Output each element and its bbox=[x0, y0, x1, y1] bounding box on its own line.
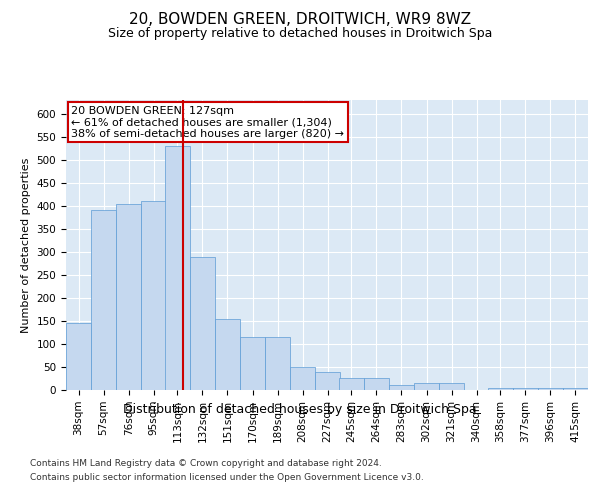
Text: Contains HM Land Registry data © Crown copyright and database right 2024.: Contains HM Land Registry data © Crown c… bbox=[30, 458, 382, 468]
Bar bbox=[538, 388, 563, 390]
Bar bbox=[265, 337, 290, 390]
Bar bbox=[439, 383, 464, 390]
Bar bbox=[190, 256, 215, 390]
Bar bbox=[91, 210, 116, 390]
Text: Distribution of detached houses by size in Droitwich Spa: Distribution of detached houses by size … bbox=[123, 402, 477, 415]
Bar bbox=[563, 388, 588, 390]
Bar bbox=[142, 202, 166, 390]
Bar bbox=[290, 367, 315, 390]
Text: Contains public sector information licensed under the Open Government Licence v3: Contains public sector information licen… bbox=[30, 474, 424, 482]
Bar bbox=[389, 386, 414, 390]
Bar bbox=[364, 378, 389, 390]
Bar bbox=[513, 388, 538, 390]
Text: 20 BOWDEN GREEN: 127sqm
← 61% of detached houses are smaller (1,304)
38% of semi: 20 BOWDEN GREEN: 127sqm ← 61% of detache… bbox=[71, 106, 344, 139]
Bar bbox=[116, 204, 141, 390]
Text: 20, BOWDEN GREEN, DROITWICH, WR9 8WZ: 20, BOWDEN GREEN, DROITWICH, WR9 8WZ bbox=[129, 12, 471, 28]
Bar bbox=[240, 337, 265, 390]
Bar bbox=[165, 146, 190, 390]
Bar bbox=[66, 324, 91, 390]
Bar bbox=[414, 383, 439, 390]
Bar bbox=[339, 378, 364, 390]
Bar bbox=[316, 372, 340, 390]
Bar bbox=[488, 388, 512, 390]
Y-axis label: Number of detached properties: Number of detached properties bbox=[21, 158, 31, 332]
Text: Size of property relative to detached houses in Droitwich Spa: Size of property relative to detached ho… bbox=[108, 28, 492, 40]
Bar bbox=[215, 318, 240, 390]
